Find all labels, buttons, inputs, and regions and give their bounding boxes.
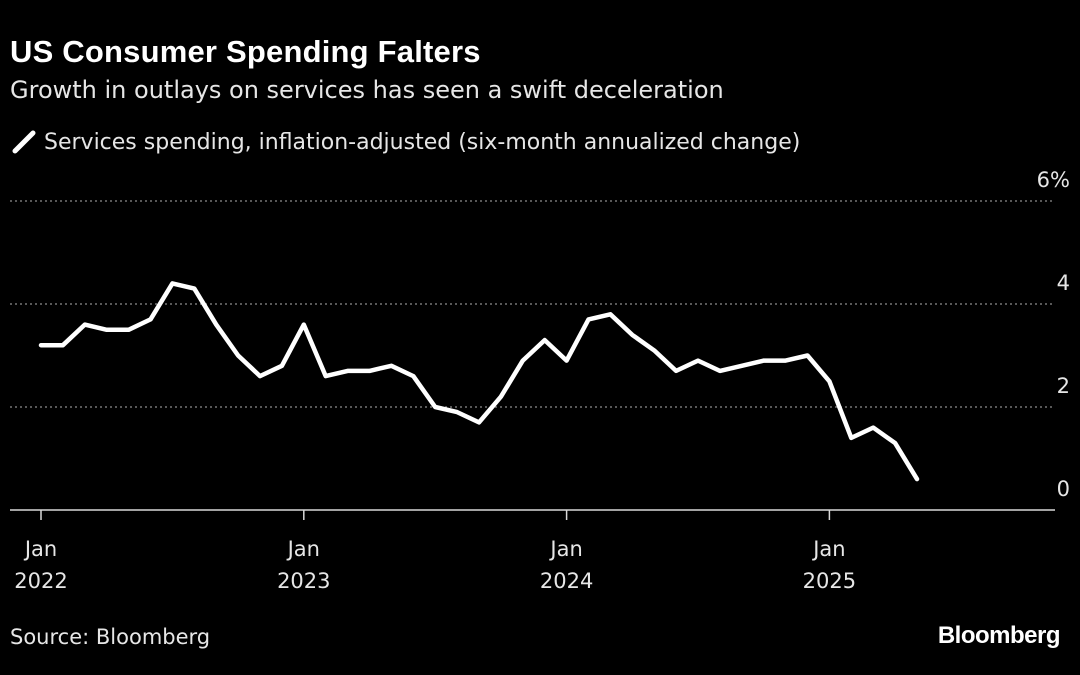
x-tick-label: Jan [811, 537, 845, 561]
x-tick-label: 2023 [277, 569, 330, 593]
legend-line-icon [12, 130, 36, 154]
chart-subtitle: Growth in outlays on services has seen a… [10, 76, 724, 104]
y-tick-label: 6% [1037, 168, 1070, 192]
y-tick-label: 0 [1057, 477, 1070, 501]
x-tick-label: 2025 [803, 569, 856, 593]
x-tick-label: Jan [286, 537, 320, 561]
x-tick-label: 2024 [540, 569, 593, 593]
legend-label: Services spending, inflation-adjusted (s… [44, 129, 801, 155]
x-tick-label: Jan [23, 537, 57, 561]
x-tick-label: Jan [548, 537, 582, 561]
y-tick-label: 2 [1057, 374, 1070, 398]
series-line [38, 281, 920, 482]
y-tick-label: 4 [1057, 271, 1070, 295]
bloomberg-logo: Bloomberg [937, 622, 1061, 649]
source-note: Source: Bloomberg [10, 625, 211, 649]
x-tick-label: 2022 [14, 569, 67, 593]
legend: Services spending, inflation-adjusted (s… [10, 128, 800, 156]
chart-title: US Consumer Spending Falters [10, 34, 481, 69]
